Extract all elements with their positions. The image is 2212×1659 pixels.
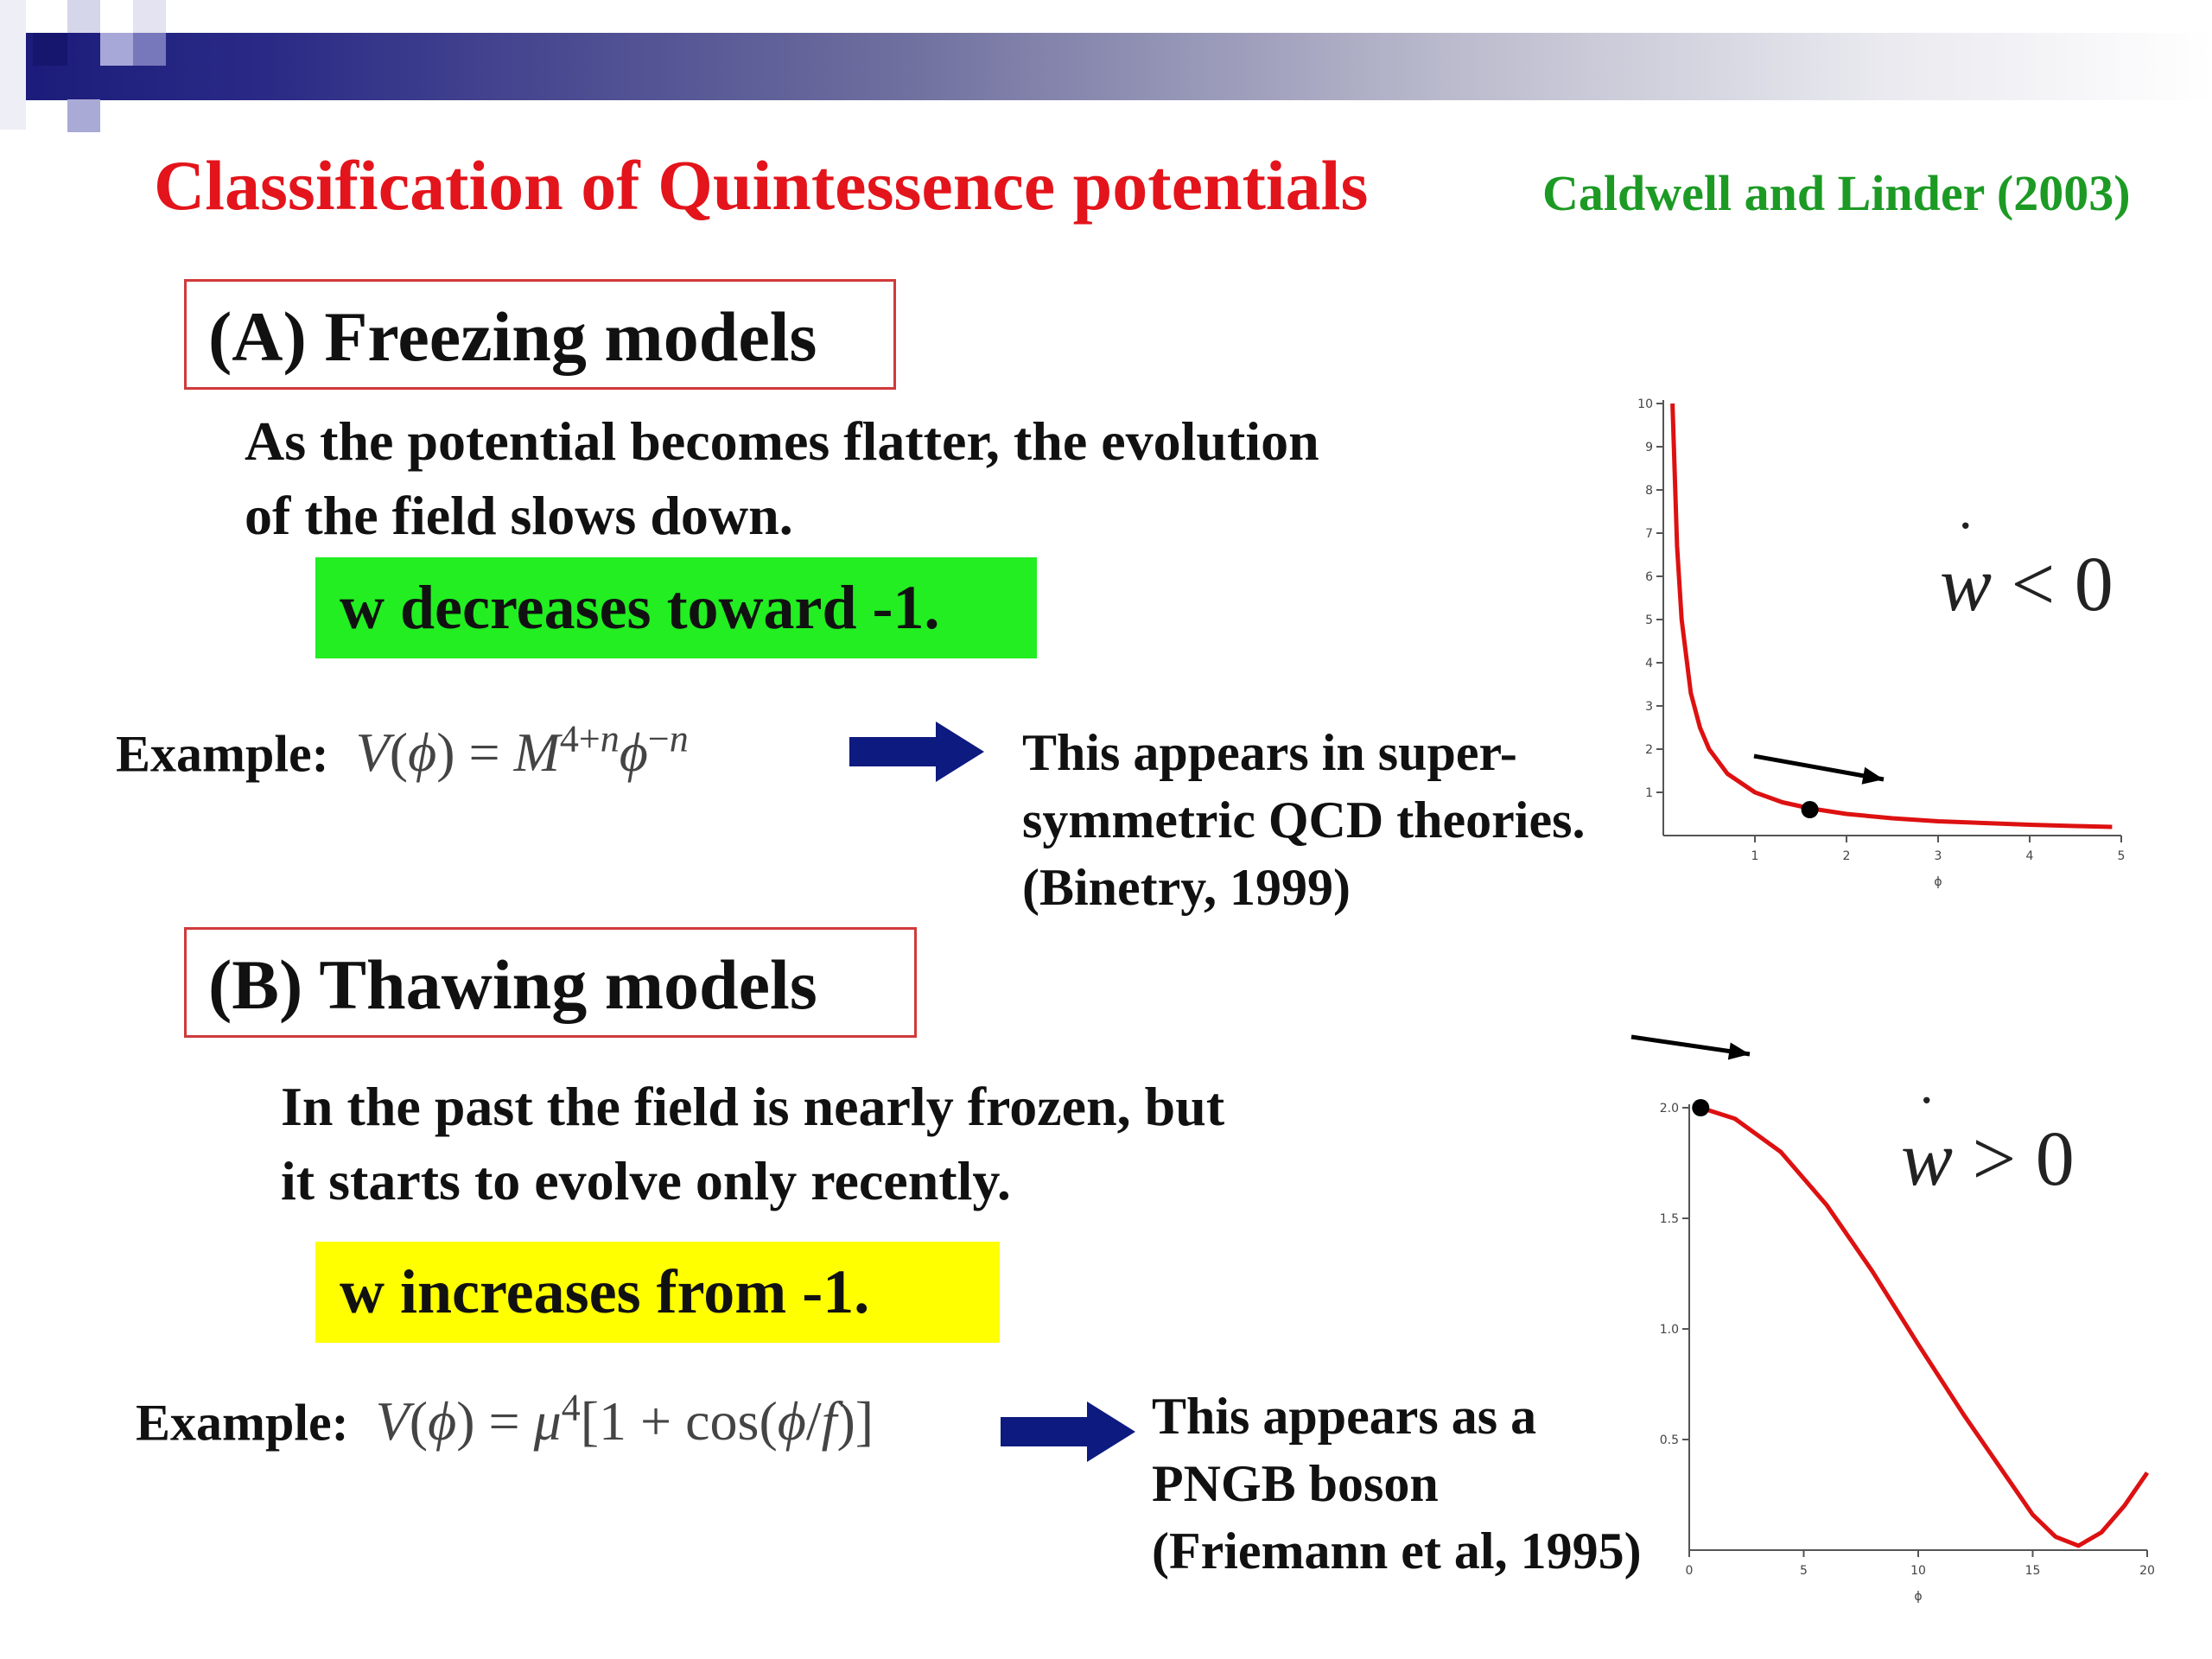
position-marker [1692, 1099, 1710, 1116]
freezing-potential-chart: 1 2 3 4 5 6 7 8 9 10 1 2 3 4 5 ϕ [1637, 397, 2126, 889]
note-line: symmetric QCD theories. [1022, 791, 1586, 849]
note-line: PNGB boson [1152, 1455, 1439, 1512]
x-tick-label: 5 [1800, 1564, 1808, 1578]
x-axis-label: ϕ [1914, 1590, 1922, 1604]
potential-formula: V(ϕ) = M4+nϕ−n [355, 718, 689, 784]
section-b-description: In the past the field is nearly frozen, … [281, 1070, 1224, 1218]
section-a-description: As the potential becomes flatter, the ev… [245, 404, 1319, 553]
example-label: Example: [116, 725, 329, 783]
x-tick-label: 15 [2025, 1564, 2041, 1578]
note-line: This appears in super- [1022, 724, 1517, 781]
x-tick-label: 10 [1910, 1564, 1926, 1578]
section-a-highlight: w decreases toward -1. [315, 557, 1037, 658]
slide-title: Classification of Quintessence potential… [154, 146, 1369, 225]
y-tick-label: 9 [1645, 441, 1653, 454]
y-tick-label: 4 [1645, 657, 1653, 671]
right-arrow-icon [1001, 1402, 1135, 1462]
w-inequality: < 0 [2011, 542, 2113, 627]
header-square-decoration [0, 0, 26, 130]
w-dot-negative-label: w ˙ < 0 [1940, 510, 2113, 629]
header-square-decoration [100, 33, 133, 66]
x-axis-label: ϕ [1934, 875, 1942, 889]
section-b-note: This appears as a PNGB boson (Friemann e… [1152, 1382, 1642, 1585]
dot-accent: ˙ [1916, 1084, 1937, 1151]
x-tick-label: 1 [1751, 849, 1759, 863]
thawing-potential-chart: 0.5 1.0 1.5 2.0 0 5 10 15 20 ϕ [1630, 1034, 2155, 1604]
direction-arrow-head [1861, 766, 1884, 785]
y-tick-label: 1 [1645, 786, 1653, 800]
section-b-example: Example: V(ϕ) = μ4[1 + cos(ϕ/f)] [136, 1386, 874, 1453]
section-a-note: This appears in super- symmetric QCD the… [1022, 719, 1585, 921]
header-square-decoration [67, 99, 100, 132]
section-a-heading: (A) Freezing models [184, 279, 896, 390]
example-label: Example: [136, 1394, 349, 1452]
right-arrow-icon [849, 721, 984, 782]
series-line [1670, 403, 2113, 830]
dot-accent: ˙ [1955, 510, 1976, 576]
position-marker [1801, 801, 1819, 818]
citation: Caldwell and Linder (2003) [1542, 165, 2131, 221]
x-tick-label: 20 [2139, 1564, 2155, 1578]
w-inequality: > 0 [1972, 1116, 2075, 1202]
y-tick-label: 2 [1645, 743, 1653, 757]
y-tick-label: 1.0 [1660, 1323, 1679, 1337]
x-tick-label: 5 [2118, 849, 2126, 863]
section-b-highlight: w increases from -1. [315, 1242, 1000, 1343]
direction-arrow-head [1727, 1042, 1750, 1060]
y-tick-label: 2.0 [1660, 1102, 1679, 1116]
description-line: of the field slows down. [245, 485, 793, 546]
description-line: it starts to evolve only recently. [281, 1150, 1011, 1211]
y-tick-label: 5 [1645, 613, 1653, 627]
y-tick-label: 0.5 [1660, 1433, 1679, 1447]
note-line: (Binetry, 1999) [1022, 859, 1351, 916]
header-square-decoration [33, 33, 67, 66]
header-square-decoration [133, 0, 166, 33]
header-square-decoration [133, 33, 166, 66]
y-tick-label: 10 [1637, 397, 1653, 411]
direction-arrow [1753, 753, 1885, 782]
y-tick-label: 1.5 [1660, 1212, 1679, 1226]
potential-formula: V(ϕ) = μ4[1 + cos(ϕ/f)] [375, 1387, 874, 1452]
note-line: This appears as a [1152, 1388, 1537, 1445]
x-tick-label: 3 [1935, 849, 1942, 863]
description-line: In the past the field is nearly frozen, … [281, 1076, 1225, 1137]
w-symbol: w [1940, 542, 1993, 627]
note-line: (Friemann et al, 1995) [1152, 1522, 1642, 1580]
section-a-example: Example: V(ϕ) = M4+nϕ−n [116, 717, 689, 785]
y-tick-label: 6 [1645, 570, 1653, 584]
y-tick-label: 8 [1645, 484, 1653, 498]
x-tick-label: 0 [1686, 1564, 1694, 1578]
series-line [1700, 1105, 2150, 1548]
w-symbol: w [1901, 1116, 1954, 1202]
section-b-heading: (B) Thawing models [184, 927, 917, 1038]
y-tick-label: 7 [1645, 527, 1653, 541]
w-dot-positive-label: w ˙ > 0 [1901, 1084, 2075, 1204]
x-tick-label: 4 [2026, 849, 2034, 863]
header-square-decoration [67, 0, 100, 33]
header-band [0, 33, 2212, 100]
x-tick-label: 2 [1843, 849, 1851, 863]
y-tick-label: 3 [1645, 700, 1653, 714]
description-line: As the potential becomes flatter, the ev… [245, 410, 1319, 472]
